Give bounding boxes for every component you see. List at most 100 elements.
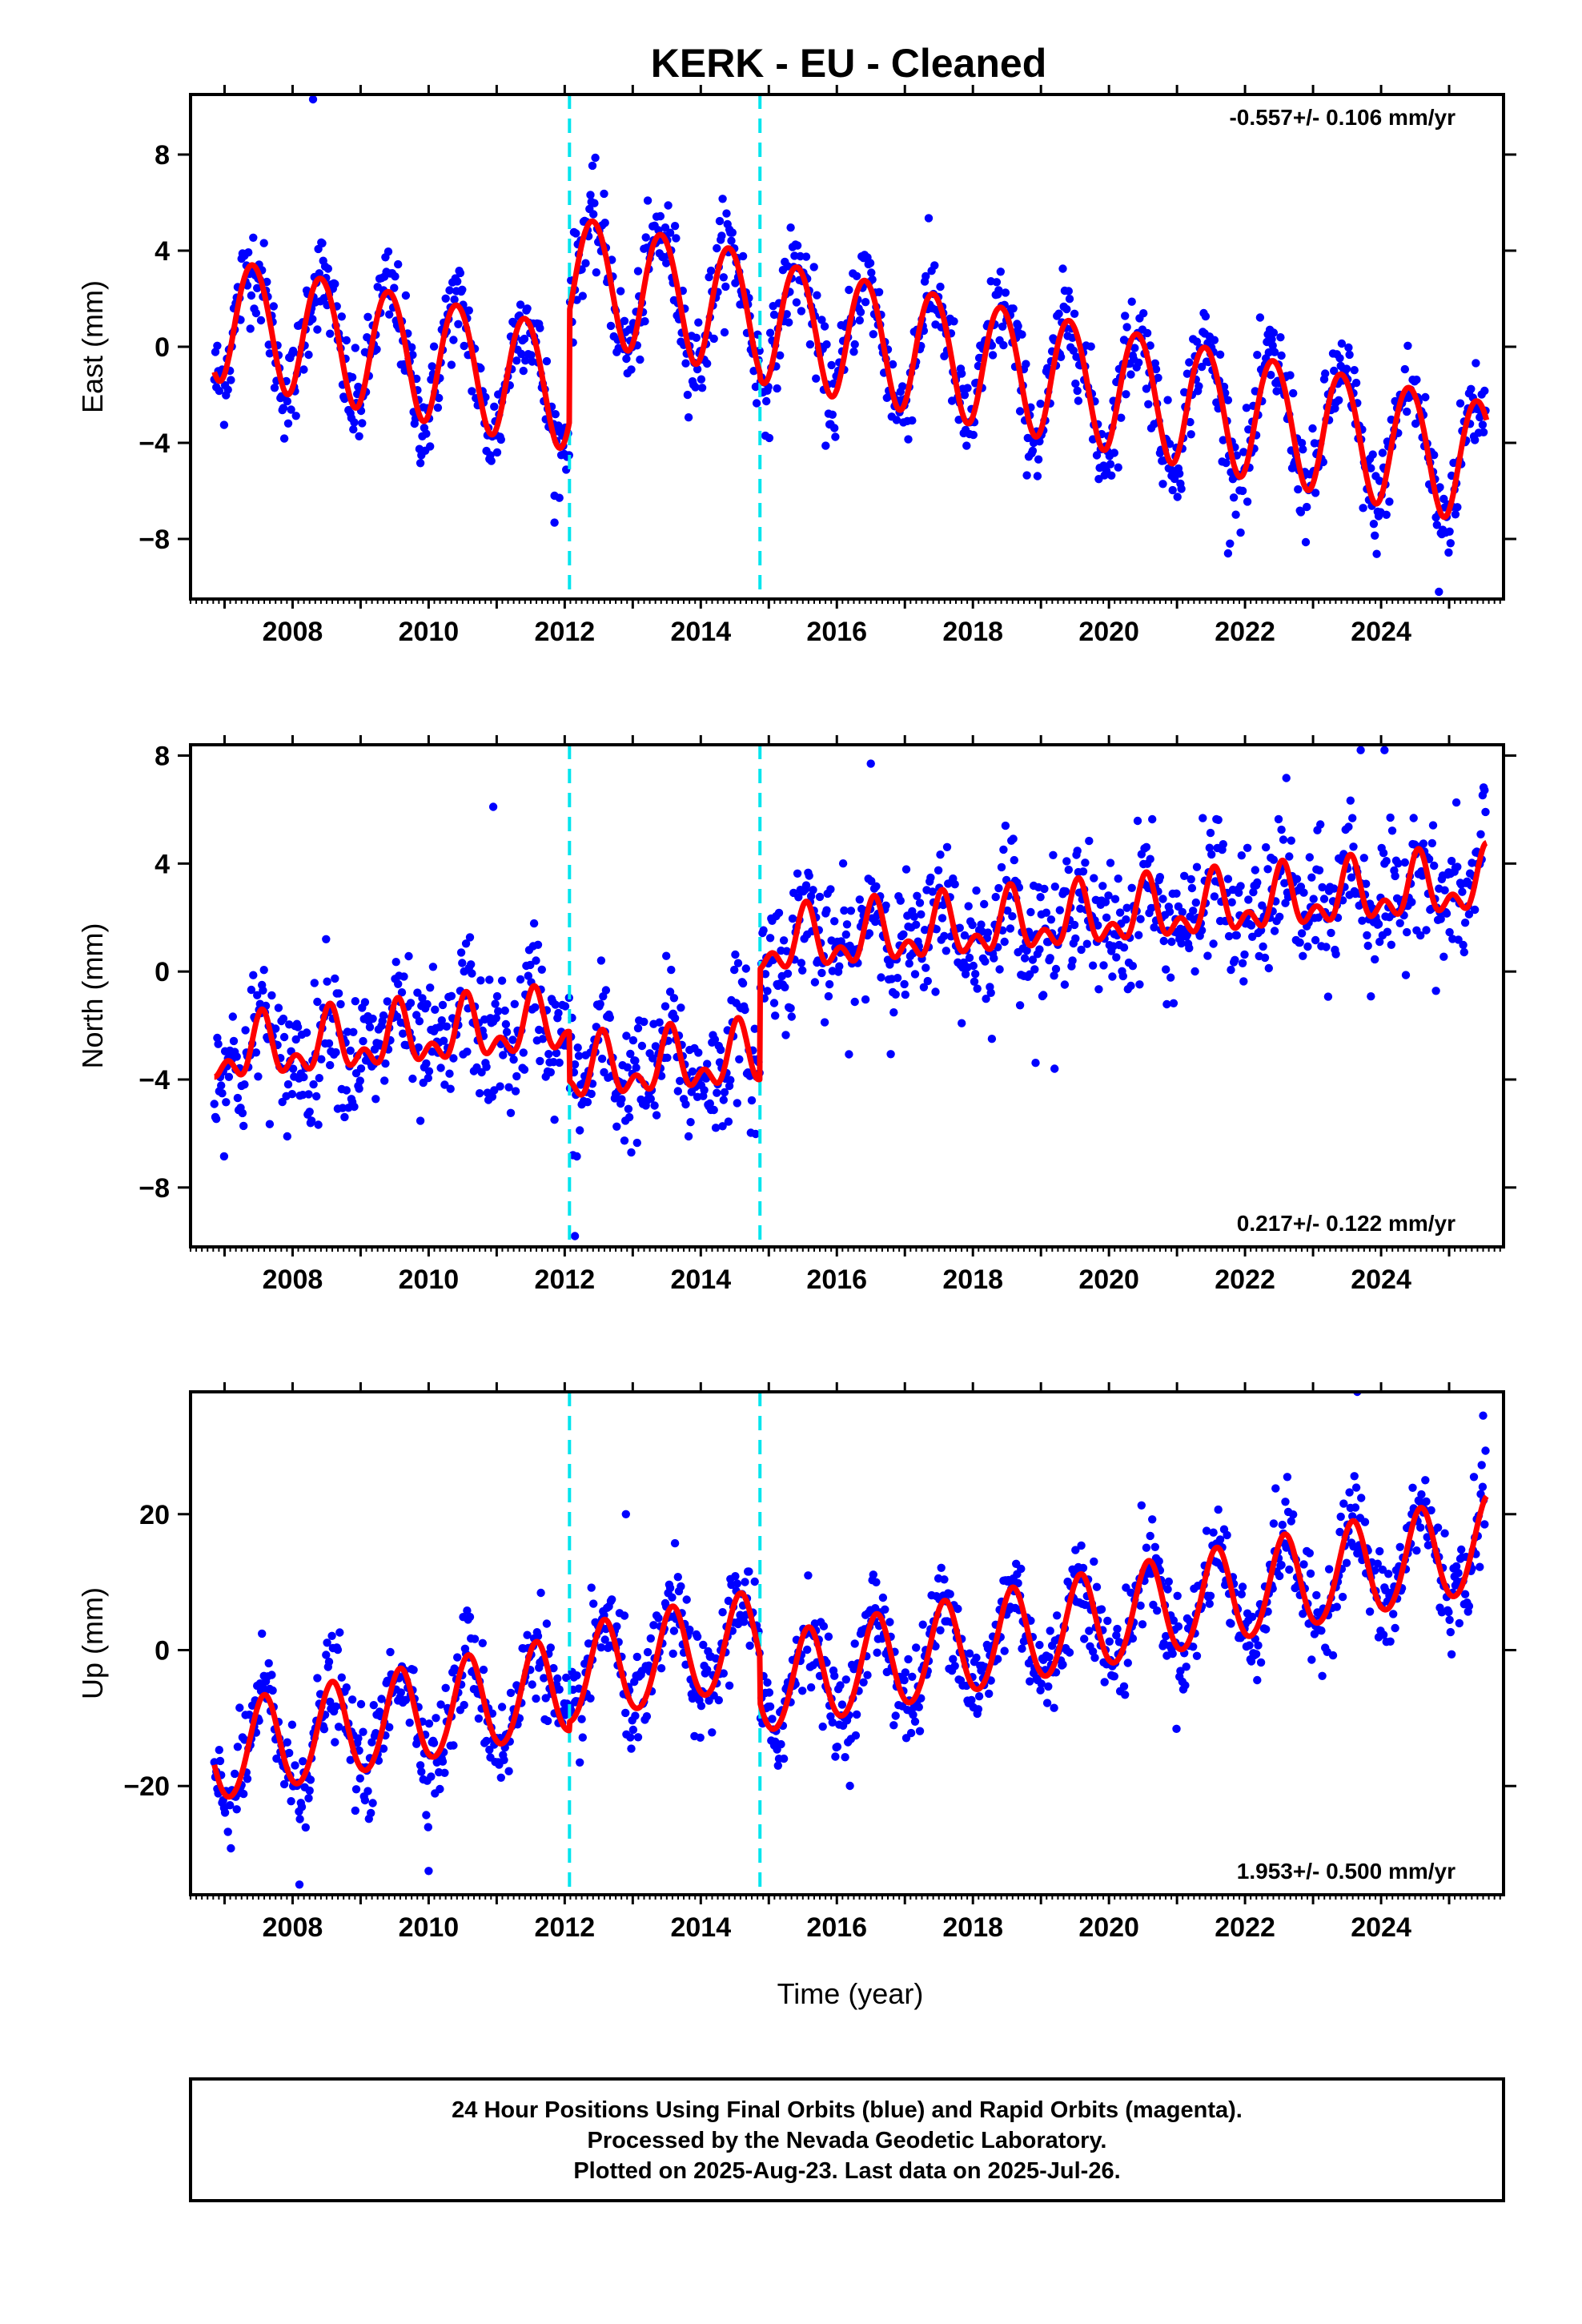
- east-point: [1430, 451, 1439, 460]
- east-point: [691, 383, 700, 392]
- north-point: [392, 1012, 402, 1021]
- north-point: [1046, 915, 1056, 924]
- up-x-tick-label: 2024: [1351, 1912, 1411, 1943]
- east-point: [1134, 358, 1143, 367]
- up-point: [1317, 1626, 1326, 1635]
- east-point: [394, 259, 403, 269]
- north-point: [551, 1000, 560, 1009]
- north-point: [355, 1084, 363, 1093]
- east-point: [512, 356, 521, 365]
- east-point: [1001, 288, 1010, 297]
- east-point: [1036, 400, 1045, 408]
- north-point: [1327, 928, 1335, 938]
- north-point: [782, 947, 791, 955]
- north-point: [346, 1046, 355, 1055]
- east-point: [1151, 364, 1161, 374]
- east-point: [326, 329, 335, 338]
- east-point: [861, 298, 870, 307]
- north-point: [805, 871, 813, 880]
- up-point: [803, 1645, 812, 1655]
- up-point: [1153, 1606, 1162, 1615]
- up-point: [620, 1611, 629, 1620]
- north-point: [1001, 821, 1010, 830]
- north-point: [1323, 992, 1333, 1001]
- north-point: [222, 1098, 231, 1107]
- up-point: [1440, 1529, 1449, 1538]
- up-point: [859, 1678, 868, 1687]
- up-point: [873, 1648, 881, 1657]
- north-point: [1247, 921, 1256, 930]
- up-point: [449, 1741, 458, 1750]
- up-point: [1100, 1678, 1109, 1687]
- east-point: [1368, 450, 1377, 459]
- east-point: [1070, 309, 1079, 318]
- north-point: [994, 883, 1003, 893]
- up-point: [699, 1640, 708, 1650]
- east-point: [715, 216, 725, 226]
- up-point: [1299, 1560, 1308, 1569]
- north-point: [531, 1003, 540, 1012]
- footer-line-2: Processed by the Nevada Geodetic Laborat…: [588, 2128, 1107, 2153]
- up-point: [1105, 1637, 1114, 1646]
- north-point: [1309, 895, 1318, 903]
- up-point: [627, 1744, 636, 1753]
- north-point: [368, 1014, 377, 1023]
- up-point: [574, 1684, 584, 1693]
- up-point: [1351, 1503, 1360, 1512]
- north-point: [1367, 992, 1375, 1001]
- up-point: [306, 1775, 315, 1784]
- up-point: [1285, 1565, 1294, 1574]
- up-point: [1182, 1663, 1191, 1671]
- north-point: [990, 954, 998, 963]
- east-x-tick-label: 2008: [263, 617, 323, 647]
- north-point: [997, 862, 1006, 872]
- north-point: [445, 1069, 454, 1078]
- up-point: [1121, 1691, 1130, 1699]
- north-point: [970, 977, 979, 987]
- north-point: [950, 880, 959, 889]
- east-point: [1014, 322, 1022, 331]
- east-point: [1229, 493, 1239, 502]
- up-point: [470, 1634, 480, 1643]
- up-point: [279, 1779, 289, 1789]
- up-point: [541, 1694, 550, 1703]
- north-point: [323, 977, 331, 986]
- north-point: [1126, 981, 1135, 991]
- east-point: [1033, 472, 1042, 480]
- north-point: [661, 1002, 670, 1011]
- up-point: [685, 1625, 694, 1634]
- north-point: [494, 1007, 503, 1015]
- north-point: [271, 1024, 280, 1033]
- north-point: [891, 990, 900, 999]
- north-point: [224, 1072, 234, 1082]
- north-point: [251, 1048, 261, 1057]
- north-point: [546, 1068, 555, 1077]
- north-point: [717, 1045, 725, 1055]
- up-point: [287, 1720, 297, 1729]
- north-point: [1106, 858, 1115, 867]
- north-point: [663, 1053, 672, 1063]
- north-point: [422, 1059, 431, 1068]
- up-point: [731, 1572, 740, 1581]
- north-point: [424, 1067, 434, 1076]
- east-point: [996, 267, 1006, 276]
- north-point: [1263, 865, 1272, 874]
- north-point: [769, 999, 779, 1007]
- north-point: [516, 975, 525, 984]
- east-point: [1412, 376, 1421, 384]
- north-y-tick-label: −4: [139, 1065, 170, 1096]
- north-point: [648, 1054, 657, 1063]
- east-point: [1231, 510, 1240, 519]
- north-point: [504, 1083, 513, 1092]
- up-point: [231, 1769, 239, 1779]
- north-point: [1203, 951, 1212, 960]
- up-point: [765, 1688, 774, 1697]
- north-point: [733, 959, 743, 967]
- north-point: [1172, 889, 1181, 899]
- east-point: [542, 356, 552, 366]
- up-point: [424, 1823, 432, 1831]
- north-point: [820, 1018, 829, 1027]
- east-point: [391, 272, 400, 281]
- up-point: [950, 1662, 959, 1671]
- up-point: [506, 1688, 516, 1698]
